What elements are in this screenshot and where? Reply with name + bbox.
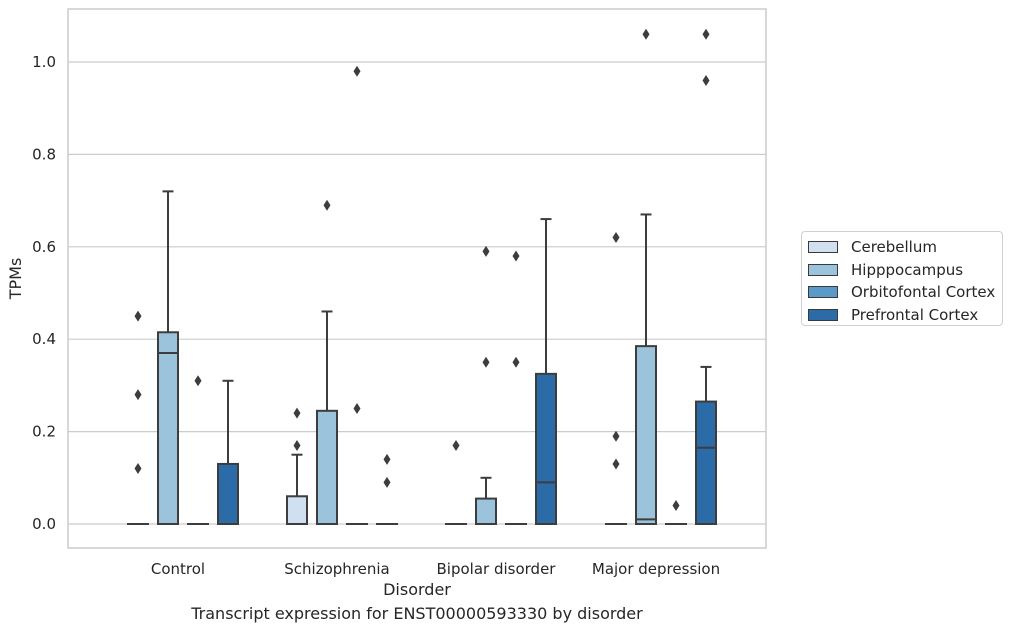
box-plots [127, 28, 717, 526]
y-tick-label: 0.0 [32, 515, 56, 533]
box-prefrontal-cortex [535, 218, 557, 525]
outlier-point [672, 500, 680, 512]
outlier-point [612, 458, 620, 470]
box-hipppocampus [157, 190, 179, 525]
outlier-point [702, 74, 710, 86]
outlier-point [512, 356, 520, 368]
tick-labels: 0.0 0.2 0.4 0.6 0.8 1.0 Control Schizophrenia Bi… [32, 53, 720, 578]
legend-swatch [808, 241, 838, 254]
outlier-point [194, 375, 202, 387]
y-tick-label: 0.2 [32, 423, 56, 441]
outlier-point [452, 439, 460, 451]
box-body [695, 400, 717, 526]
chart: 0.0 0.2 0.4 0.6 0.8 1.0 Control Schizophrenia Bi… [6, 8, 767, 599]
box-orbitofontal-cortex [346, 65, 368, 526]
y-tick-label: 1.0 [32, 53, 56, 71]
outlier-point [612, 232, 620, 244]
box-prefrontal-cortex [217, 379, 239, 526]
outlier-point [353, 403, 361, 414]
box-cerebellum [127, 310, 149, 526]
y-tick-label: 0.4 [32, 330, 56, 348]
box-cerebellum [445, 439, 467, 526]
legend-item: Hipppocampus [802, 259, 1002, 282]
outlier-point [482, 356, 490, 368]
outlier-point [482, 245, 490, 257]
box-body [286, 495, 308, 525]
outlier-point [642, 28, 650, 40]
box-hipppocampus [475, 245, 497, 525]
outlier-point [383, 476, 391, 488]
box-body [535, 372, 557, 525]
box-hipppocampus [635, 28, 657, 525]
legend-item: Cerebellum [802, 236, 1002, 259]
outlier-point [134, 310, 142, 322]
legend-swatch [808, 308, 838, 321]
y-tick-label: 0.8 [32, 145, 56, 163]
y-axis-label: TPMs [6, 258, 25, 301]
chart-caption: Transcript expression for ENST0000059333… [191, 604, 643, 623]
box-cerebellum [286, 407, 308, 525]
box-cerebellum [605, 232, 627, 526]
box-body [475, 497, 497, 525]
x-tick-label: Control [151, 560, 205, 578]
outlier-point [134, 463, 142, 475]
x-tick-label: Major depression [592, 560, 720, 578]
box-hipppocampus [316, 199, 338, 525]
legend-label: Hipppocampus [851, 260, 964, 279]
legend: Cerebellum Hipppocampus Orbitofontal Corte… [801, 231, 1003, 326]
y-tick-label: 0.6 [32, 238, 56, 256]
legend-swatch [808, 263, 838, 276]
box-body [217, 462, 239, 526]
legend-swatch [808, 286, 838, 299]
outlier-point [512, 250, 520, 262]
outlier-point [323, 199, 331, 211]
box-orbitofontal-cortex [505, 250, 527, 526]
outlier-point [293, 407, 301, 419]
box-orbitofontal-cortex [187, 375, 209, 526]
legend-label: Orbitofontal Cortex [851, 283, 996, 302]
outlier-point [383, 453, 391, 465]
x-tick-label: Schizophrenia [284, 560, 389, 578]
legend-label: Cerebellum [851, 238, 937, 257]
outlier-point [293, 439, 301, 451]
box-prefrontal-cortex [376, 453, 398, 526]
legend-item: Orbitofontal Cortex [802, 281, 1002, 304]
outlier-point [134, 389, 142, 401]
legend-item: Prefrontal Cortex [802, 304, 1002, 327]
plot-frame [67, 8, 767, 549]
outlier-point [702, 28, 710, 40]
outlier-point [612, 430, 620, 442]
box-body [157, 331, 179, 525]
outlier-point [353, 65, 361, 77]
x-tick-label: Bipolar disorder [437, 560, 557, 578]
legend-label: Prefrontal Cortex [851, 305, 979, 324]
box-orbitofontal-cortex [665, 500, 687, 526]
x-axis-label: Disorder [383, 580, 451, 599]
box-prefrontal-cortex [695, 28, 717, 526]
box-body [635, 345, 657, 525]
box-body [316, 409, 338, 525]
